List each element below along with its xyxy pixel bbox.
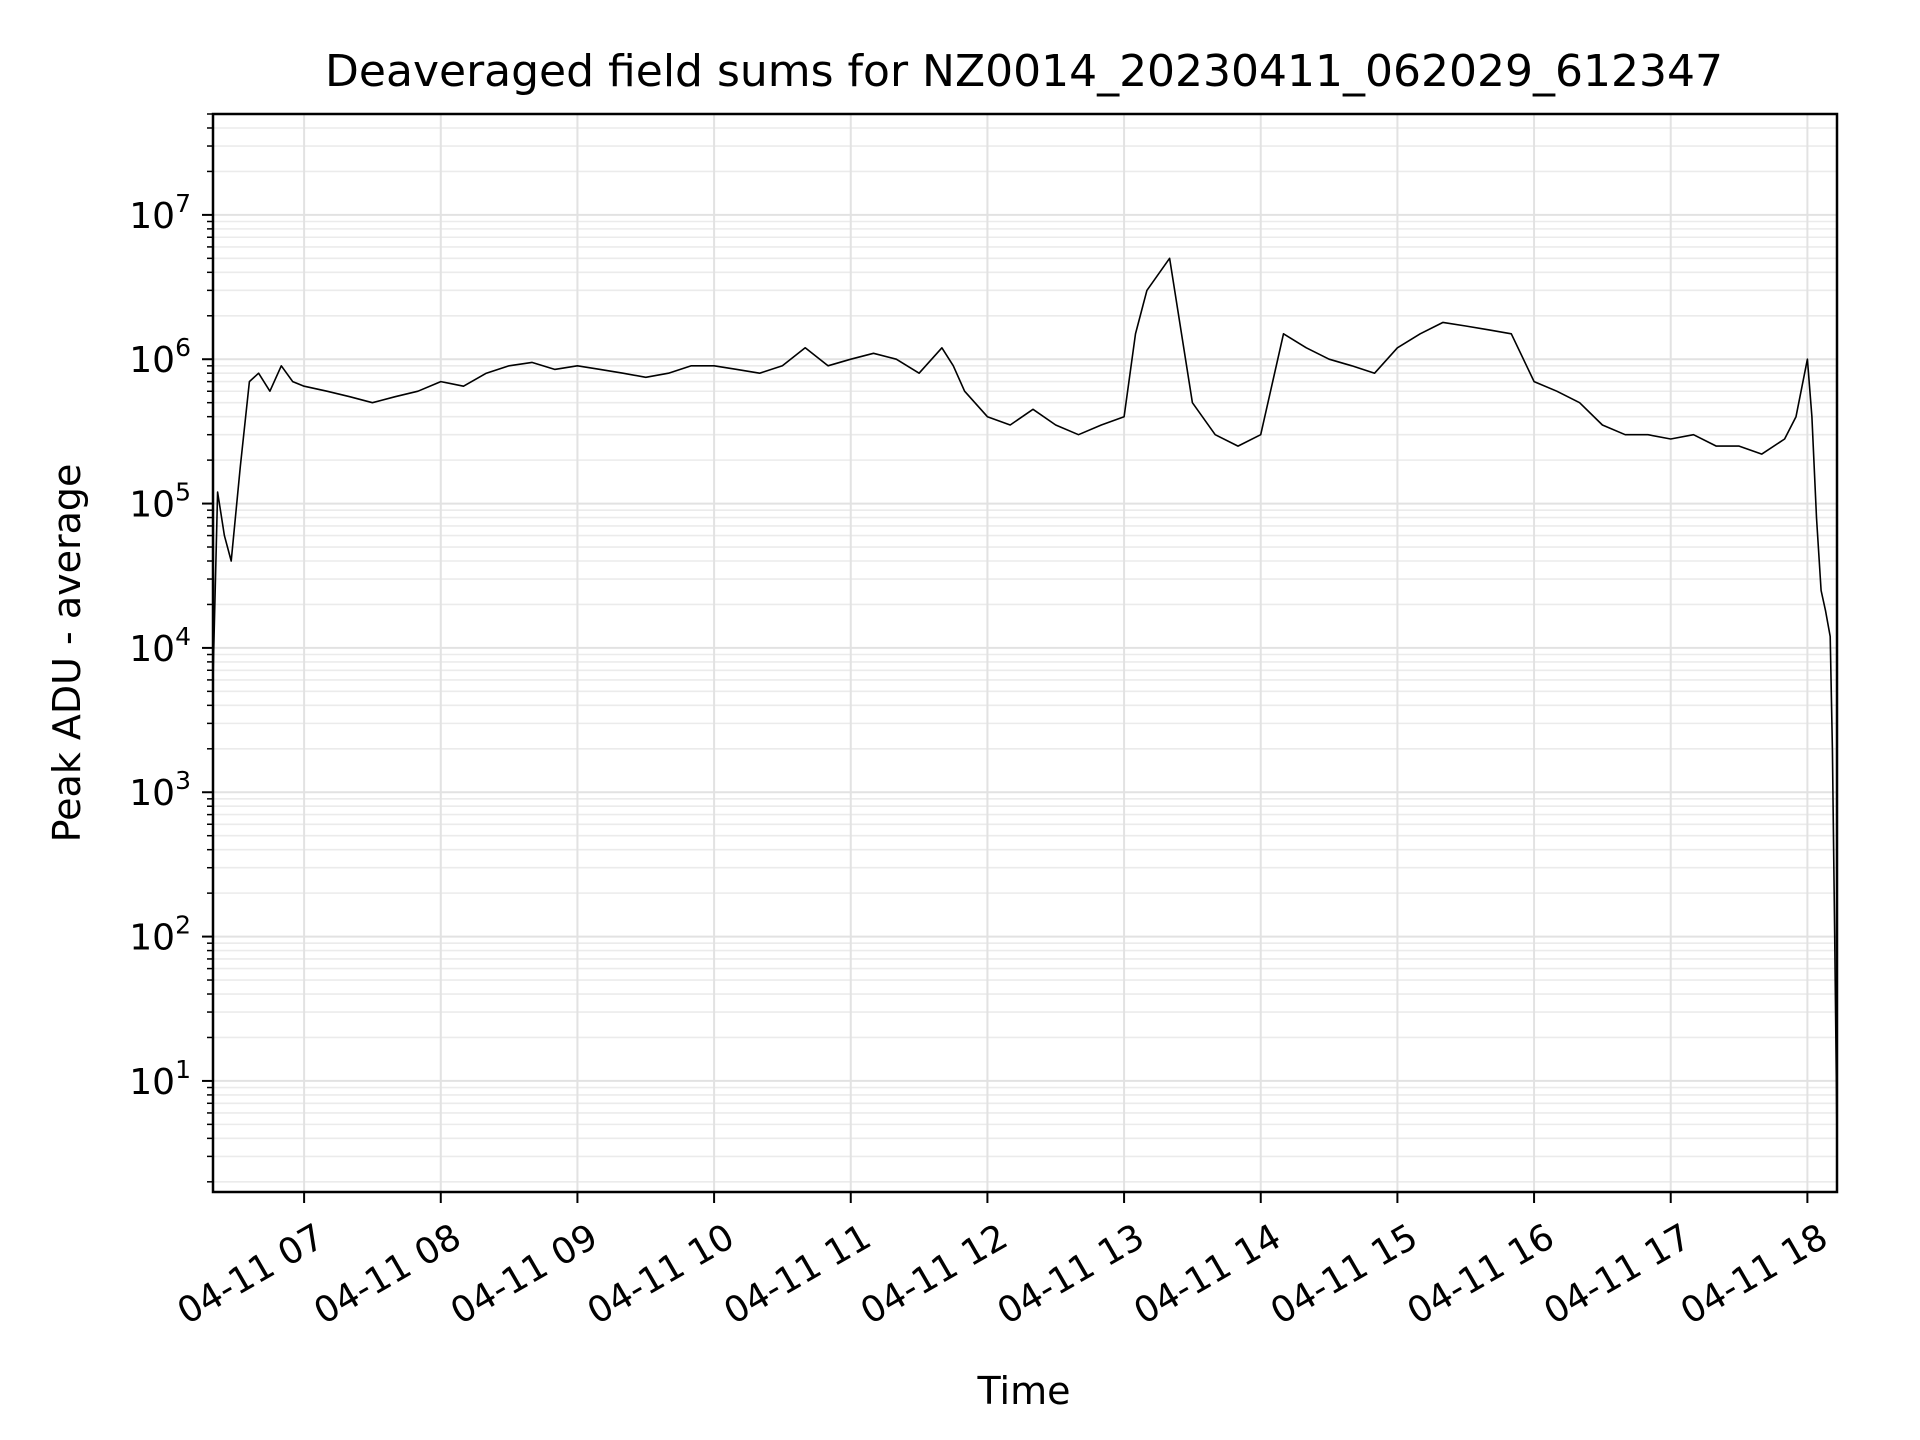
y-tick-label: 106 <box>129 333 191 381</box>
y-axis: 101 102 103 104 105 106 107 <box>129 113 213 1183</box>
series-line <box>212 257 1838 1139</box>
y-axis-label: Peak ADU - average <box>45 464 89 843</box>
y-tick-label: 105 <box>129 478 191 526</box>
y-tick-label: 104 <box>129 622 191 670</box>
chart-title: Deaveraged field sums for NZ0014_2023041… <box>325 46 1723 97</box>
y-tick-label: 103 <box>129 766 191 814</box>
plot-frame <box>211 112 1839 1194</box>
y-tick-label: 102 <box>129 911 191 959</box>
y-tick-label: 107 <box>129 189 191 237</box>
x-axis-label: Time <box>977 1369 1071 1413</box>
grid-lines <box>213 113 1837 1192</box>
y-tick-label: 101 <box>129 1055 191 1103</box>
series-group <box>212 257 1838 1139</box>
